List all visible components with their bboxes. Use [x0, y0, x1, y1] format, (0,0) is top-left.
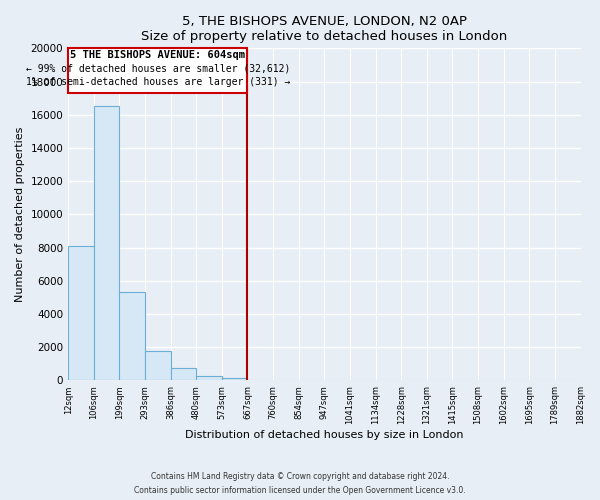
Text: Contains HM Land Registry data © Crown copyright and database right 2024.
Contai: Contains HM Land Registry data © Crown c…: [134, 472, 466, 495]
Bar: [119, 292, 145, 380]
Title: 5, THE BISHOPS AVENUE, LONDON, N2 0AP
Size of property relative to detached hous: 5, THE BISHOPS AVENUE, LONDON, N2 0AP Si…: [141, 15, 508, 43]
Bar: [94, 106, 119, 380]
Bar: [196, 376, 222, 380]
Bar: [170, 368, 196, 380]
Text: ← 99% of detached houses are smaller (32,612): ← 99% of detached houses are smaller (32…: [26, 64, 290, 74]
FancyBboxPatch shape: [68, 48, 247, 93]
Bar: [68, 246, 94, 380]
X-axis label: Distribution of detached houses by size in London: Distribution of detached houses by size …: [185, 430, 464, 440]
Y-axis label: Number of detached properties: Number of detached properties: [15, 126, 25, 302]
Bar: [222, 378, 247, 380]
Text: 5 THE BISHOPS AVENUE: 604sqm: 5 THE BISHOPS AVENUE: 604sqm: [70, 50, 245, 59]
Text: 1% of semi-detached houses are larger (331) →: 1% of semi-detached houses are larger (3…: [26, 76, 290, 86]
Bar: [145, 350, 170, 380]
